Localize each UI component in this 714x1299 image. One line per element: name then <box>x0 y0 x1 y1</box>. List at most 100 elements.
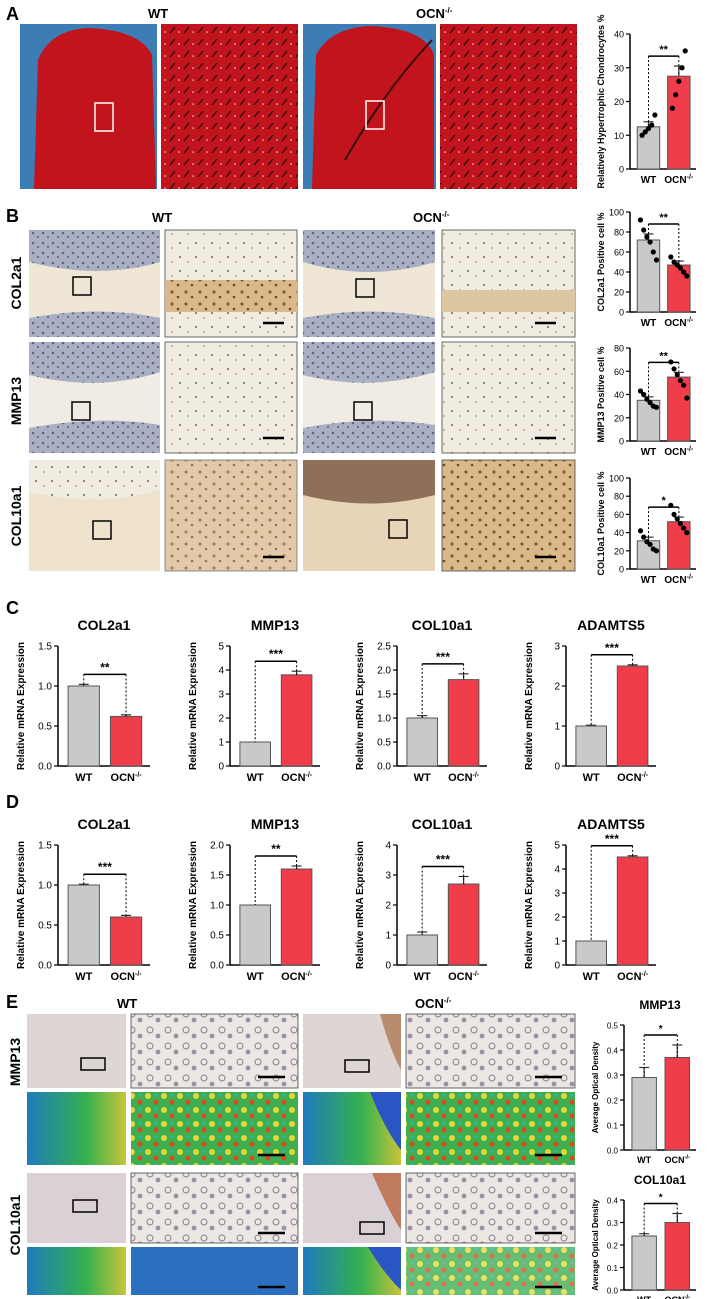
y-axis-label: Relative mRNA Expression <box>524 642 535 770</box>
y-axis-label: Relative mRNA Expression <box>16 642 27 770</box>
bar-wt <box>575 725 608 767</box>
y-tick-label: 40 <box>614 528 624 538</box>
chart-e-col10a1-density: COL10a1 Average Optical Density 0.0 0.1 0.2 0… <box>591 1173 696 1299</box>
data-point <box>637 388 644 394</box>
e-col10a1-wt-roi-box <box>72 1199 98 1213</box>
y-tick-label: 0 <box>554 762 560 773</box>
y-tick-label: 1.5 <box>38 642 52 653</box>
x-tick-label: WT <box>641 175 657 186</box>
bar-wt <box>239 741 271 767</box>
chart-title: COL2a1 <box>78 617 131 633</box>
y-tick-label: 40 <box>614 268 624 278</box>
y-tick-label: 4 <box>385 841 391 852</box>
x-tick-label: WT <box>637 1155 651 1165</box>
bar-ocn <box>109 916 143 966</box>
y-tick-label: 80 <box>614 492 624 502</box>
y-tick-label: 0.1 <box>607 1122 619 1131</box>
y-tick-label: 1.5 <box>210 871 224 882</box>
e-mmp13-ocn-edge <box>380 1014 401 1070</box>
data-point <box>676 78 682 84</box>
x-tick-label: OCN-/- <box>111 772 143 784</box>
y-tick-label: 10 <box>614 131 624 141</box>
data-point <box>637 217 644 223</box>
x-tick-label: OCN-/- <box>617 772 649 784</box>
b-scale-bars <box>263 321 556 559</box>
x-tick-label: OCN-/- <box>448 971 480 983</box>
b-mmp13-wt-marrow <box>29 342 160 383</box>
y-tick-label: 0 <box>619 308 624 318</box>
bar-wt <box>631 1077 657 1151</box>
b-mmp13-ocn-marrow <box>303 342 435 383</box>
data-point <box>669 105 676 111</box>
y-tick-label: 0 <box>619 437 624 447</box>
chart-title: COL10a1 <box>412 617 473 633</box>
panel-letter-c: C <box>6 598 19 618</box>
bar-ocn <box>447 679 480 767</box>
bar-ocn <box>664 1057 691 1151</box>
y-tick-label: 0.5 <box>607 1022 619 1031</box>
b-col10a1-wt-roi-box <box>92 520 112 540</box>
y-tick-label: 80 <box>614 344 624 354</box>
data-point <box>677 520 684 527</box>
e-mmp13-ocn-zoom-heatmap <box>406 1092 575 1165</box>
chart-e-mmp13-density: MMP13 Average Optical Density 0.0 0.1 0.2 0.3… <box>591 998 696 1165</box>
bar-wt <box>67 685 100 767</box>
y-tick-label: 0.3 <box>607 1072 619 1081</box>
data-point <box>650 249 656 255</box>
data-point <box>679 65 685 71</box>
x-tick-label: WT <box>641 318 657 329</box>
b-col2a1-ocn-zoom-stain <box>442 290 575 312</box>
data-point <box>642 129 648 135</box>
x-tick-label: WT <box>637 1295 651 1299</box>
bar-ocn <box>109 715 143 767</box>
bar-ocn <box>667 264 691 313</box>
x-tick-label: OCN-/- <box>664 317 694 329</box>
chart-c-adamts5: ADAMTS5 Relative mRNA Expression 0 1 2 3 WT OCN… <box>524 617 656 784</box>
e-mmp13-wt-overview-heatmap <box>27 1092 126 1165</box>
b-mmp13-wt-roi-box <box>71 401 91 421</box>
y-tick-label: 0.5 <box>38 722 52 733</box>
y-tick-label: 2.0 <box>377 666 391 677</box>
b-col2a1-wt-marrow <box>29 230 160 271</box>
e-mmp13-ocn-zoom-image <box>405 1013 576 1089</box>
x-tick-label: OCN-/- <box>664 1155 690 1165</box>
b-col2a1-ocn-roi-box <box>355 278 375 298</box>
b-col2a1-ocn-marrow <box>303 230 435 272</box>
y-tick-label: 5 <box>554 841 560 852</box>
e-mmp13-ocn-heatmap-edge <box>370 1092 401 1150</box>
a-label-ocn: OCN-/- <box>416 6 453 21</box>
y-tick-label: 0.2 <box>607 1097 619 1106</box>
bar-wt <box>67 884 100 966</box>
significance-label: *** <box>436 853 450 867</box>
a-wt-zoom-image <box>161 24 298 189</box>
e-col10a1-wt-overview-image <box>27 1173 126 1243</box>
x-tick-label: WT <box>247 772 264 784</box>
x-tick-label: WT <box>414 772 431 784</box>
chart-title: COL2a1 <box>78 816 131 832</box>
bar-wt <box>631 1235 657 1291</box>
y-tick-label: 4 <box>218 666 224 677</box>
y-tick-label: 2 <box>554 682 560 693</box>
bar-ocn <box>667 376 691 442</box>
significance-label: ** <box>100 660 110 674</box>
y-tick-label: 30 <box>614 63 624 73</box>
panel-letter-a: A <box>6 4 19 24</box>
significance-label: ** <box>659 44 668 56</box>
y-tick-label: 40 <box>614 30 624 40</box>
data-point <box>653 404 660 410</box>
y-tick-label: 4 <box>554 865 560 876</box>
y-tick-label: 0.0 <box>38 961 52 972</box>
e-col10a1-wt-zoom-image <box>130 1172 299 1244</box>
b-row-label-col10a1: COL10a1 <box>8 485 24 546</box>
data-point <box>671 366 677 372</box>
y-axis-label: COL2a1 Positive cell % <box>596 212 606 311</box>
b-col10a1-ocn-marrow <box>303 460 435 504</box>
chart-title: COL10a1 <box>412 816 473 832</box>
data-point <box>644 234 650 240</box>
y-tick-label: 60 <box>614 510 624 520</box>
bar-wt <box>575 940 608 966</box>
bar-ocn <box>616 856 649 966</box>
b-mmp13-wt-marrow-bottom <box>29 420 160 453</box>
x-tick-label: WT <box>247 971 264 983</box>
bar-wt <box>636 239 661 313</box>
